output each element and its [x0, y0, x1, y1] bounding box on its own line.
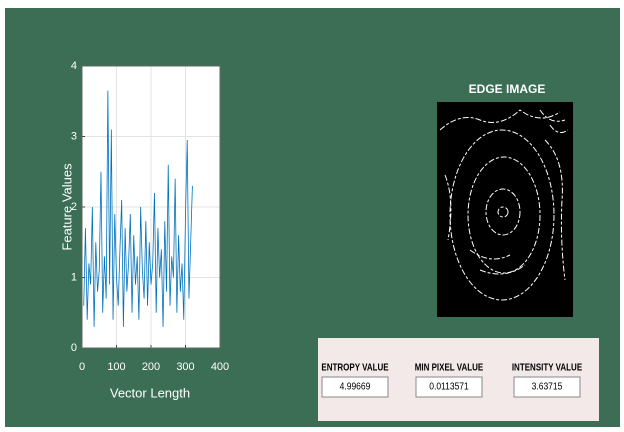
x-tick-label: 400 — [211, 361, 229, 373]
y-tick-label: 3 — [71, 130, 77, 142]
field-value: 3.63715 — [532, 381, 563, 392]
y-tick-label: 1 — [71, 271, 77, 283]
x-tick-label: 300 — [176, 361, 194, 373]
edge-image — [437, 102, 573, 317]
field-label: MIN PIXEL VALUE — [415, 362, 484, 373]
image-title: EDGE IMAGE — [469, 82, 546, 96]
fields: ENTROPY VALUE 4.99669 MIN PIXEL VALUE 0.011… — [321, 362, 582, 397]
y-tick-label: 4 — [71, 60, 77, 72]
y-tick-label: 0 — [71, 342, 77, 354]
x-tick-label: 100 — [107, 361, 125, 373]
field-value: 4.99669 — [340, 381, 371, 392]
field-label: ENTROPY VALUE — [321, 362, 388, 373]
page: {"chart_data": {"type": "line", "xlabel"… — [0, 0, 624, 427]
x-tick-label: 0 — [79, 361, 85, 373]
x-tick-label: 200 — [142, 361, 160, 373]
y-tick-label: 2 — [71, 201, 77, 213]
field-value: 0.0113571 — [429, 381, 468, 392]
app-window: Vector Length Feature Values EDGE IMAGE … — [0, 0, 624, 427]
field-label: INTENSITY VALUE — [512, 362, 582, 373]
x-axis-label: Vector Length — [110, 385, 190, 400]
